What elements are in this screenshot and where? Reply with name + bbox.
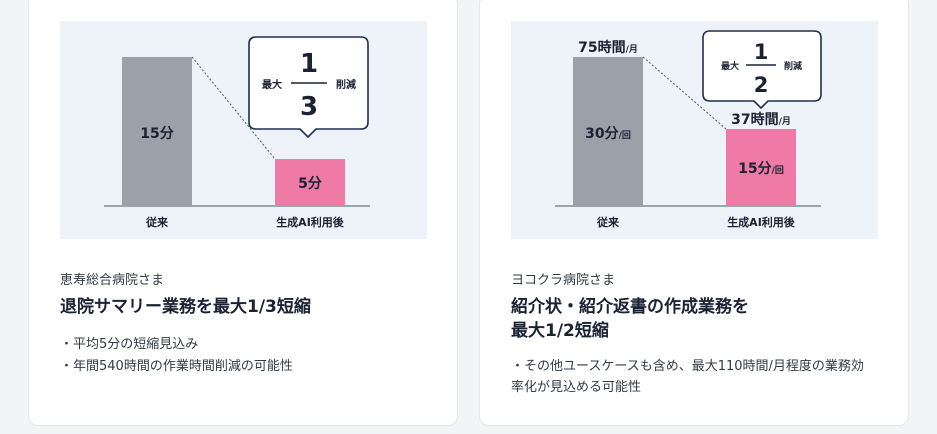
case-heading-line: 紹介状・紹介返書の作成業務を bbox=[511, 297, 749, 317]
top-label-after: 37時間/月 bbox=[731, 111, 791, 128]
callout-bubble bbox=[248, 36, 369, 139]
bar-chart-yokokura: 75時間/月 37時間/月 30分/回 15分/回 従来 生成AI利用後 最大 … bbox=[511, 21, 878, 239]
value-label-before: 30分/回 bbox=[585, 126, 631, 142]
bullet-list: その他ユースケースも含め、最大110時間/月程度の業務効率化が見込める可能性 bbox=[511, 356, 871, 398]
value-label-after: 5分 bbox=[298, 176, 322, 192]
bullet-item: その他ユースケースも含め、最大110時間/月程度の業務効率化が見込める可能性 bbox=[511, 356, 871, 398]
connector-line bbox=[191, 56, 276, 160]
callout-bubble bbox=[702, 30, 822, 110]
case-card-yokokura: 75時間/月 37時間/月 30分/回 15分/回 従来 生成AI利用後 最大 … bbox=[479, 0, 909, 426]
value-label-before: 15分 bbox=[140, 126, 173, 142]
hospital-name: 恵寿総合病院さま bbox=[60, 273, 165, 288]
callout-denominator: 3 bbox=[300, 92, 318, 122]
category-label-before: 従来 bbox=[596, 215, 620, 229]
value-label-before-main: 30分 bbox=[585, 126, 618, 142]
callout-numerator: 1 bbox=[754, 40, 769, 64]
value-label-after: 15分/回 bbox=[738, 161, 784, 177]
bullet-item: 平均5分の短縮見込み bbox=[60, 334, 420, 356]
bullet-item: 年間540時間の作業時間削減の可能性 bbox=[60, 356, 420, 378]
case-heading: 退院サマリー業務を最大1/3短縮 bbox=[60, 295, 430, 319]
case-heading-line: 退院サマリー業務を最大1/3短縮 bbox=[60, 297, 311, 317]
callout-prefix: 最大 bbox=[262, 78, 282, 91]
callout-numerator: 1 bbox=[300, 49, 318, 79]
case-card-keiju: 15分 5分 従来 生成AI利用後 最大 1 3 削減 恵寿総合病院さま 退院サ… bbox=[28, 0, 458, 426]
callout-suffix: 削減 bbox=[336, 78, 356, 91]
callout-prefix: 最大 bbox=[721, 60, 739, 72]
value-label-after-main: 15分 bbox=[738, 161, 771, 177]
bar-chart-keiju: 15分 5分 従来 生成AI利用後 最大 1 3 削減 bbox=[60, 21, 427, 239]
bar-before bbox=[573, 57, 643, 206]
category-label-before: 従来 bbox=[145, 215, 169, 229]
callout-denominator: 2 bbox=[754, 73, 769, 97]
top-label-before-main: 75時間 bbox=[578, 39, 625, 56]
top-label-before: 75時間/月 bbox=[578, 39, 638, 56]
bar-before bbox=[122, 57, 192, 206]
callout-suffix: 削減 bbox=[784, 60, 802, 72]
top-label-after-main: 37時間 bbox=[731, 111, 778, 128]
value-label-after-unit: /回 bbox=[772, 165, 784, 176]
category-label-after: 生成AI利用後 bbox=[727, 215, 796, 229]
case-heading-line: 最大1/2短縮 bbox=[511, 321, 609, 341]
case-heading: 紹介状・紹介返書の作成業務を 最大1/2短縮 bbox=[511, 295, 881, 343]
bar-after bbox=[275, 159, 345, 206]
top-label-before-unit: /月 bbox=[626, 44, 638, 55]
bullet-list: 平均5分の短縮見込み 年間540時間の作業時間削減の可能性 bbox=[60, 334, 420, 378]
bar-after bbox=[726, 129, 796, 206]
value-label-before-unit: /回 bbox=[619, 130, 631, 141]
category-label-after: 生成AI利用後 bbox=[276, 215, 345, 229]
top-label-after-unit: /月 bbox=[779, 116, 791, 127]
hospital-name: ヨコクラ病院さま bbox=[511, 273, 616, 288]
